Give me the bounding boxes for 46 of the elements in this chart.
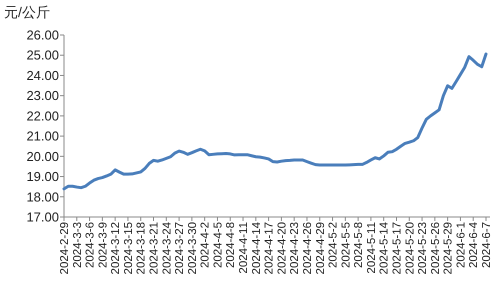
y-tick-label: 24.00 (26, 68, 59, 83)
x-tick-label: 2024-4-20 (276, 222, 288, 274)
x-tick-label: 2024-3-30 (186, 222, 199, 274)
x-tick-label: 2024-5-23 (417, 222, 430, 274)
x-tick-label: 2024-5-26 (430, 222, 442, 274)
x-tick-label: 2024-3-3 (72, 222, 84, 268)
x-tick-label: 2024-4-23 (289, 222, 302, 274)
y-tick-label: 20.00 (26, 148, 59, 164)
y-axis-title: 元/公斤 (4, 4, 50, 20)
x-tick-label: 2024-6-7 (481, 222, 493, 268)
x-tick-label: 2024-5-17 (391, 222, 404, 274)
line-series (62, 52, 488, 190)
x-tick-label: 2024-4-11 (238, 222, 250, 274)
x-tick-label: 2024-3-24 (161, 221, 174, 274)
x-tick-label: 2024-3-9 (97, 222, 110, 268)
x-tick-label: 2024-6-4 (468, 221, 480, 268)
x-tick-label: 2024-4-29 (314, 222, 327, 274)
y-tick-label: 19.00 (26, 169, 59, 184)
x-tick-label: 2024-5-29 (442, 222, 455, 274)
x-tick-label: 2024-3-27 (174, 222, 186, 274)
y-tick-label: 23.00 (26, 88, 59, 104)
x-tick-label: 2024-3-18 (136, 222, 148, 274)
x-tick-label: 2024-3-12 (110, 222, 122, 274)
x-tick-label: 2024-3-15 (122, 222, 135, 274)
x-tick-label: 2024-4-5 (212, 222, 224, 268)
x-tick-label: 2024-5-2 (328, 222, 340, 268)
y-tick-label: 22.00 (26, 108, 59, 124)
x-tick-label: 2024-4-8 (225, 222, 238, 268)
x-tick-label: 2024-6-1 (455, 222, 468, 268)
y-tick-label: 18.00 (26, 189, 59, 204)
x-tick-label: 2024-4-17 (264, 222, 276, 274)
x-tick-label: 2024-5-20 (404, 222, 416, 274)
y-tick-label: 21.00 (26, 128, 59, 144)
y-tick-label: 25.00 (26, 48, 59, 63)
x-tick-label: 2024-4-2 (200, 222, 212, 268)
y-tick-label: 17.00 (26, 210, 59, 224)
x-tick-label: 2024-2-29 (59, 222, 71, 274)
x-tick-label: 2024-3-6 (84, 222, 97, 268)
x-tick-label: 2024-5-5 (340, 222, 352, 268)
x-tick-label: 2024-3-21 (148, 222, 161, 274)
x-tick-label: 2024-4-26 (302, 222, 314, 274)
y-tick-label: 26.00 (26, 28, 59, 42)
x-tick-label: 2024-5-11 (366, 222, 378, 274)
x-tick-label: 2024-5-14 (378, 221, 391, 274)
x-tick-label: 2024-5-8 (353, 222, 366, 268)
x-tick-label: 2024-4-14 (250, 221, 263, 274)
